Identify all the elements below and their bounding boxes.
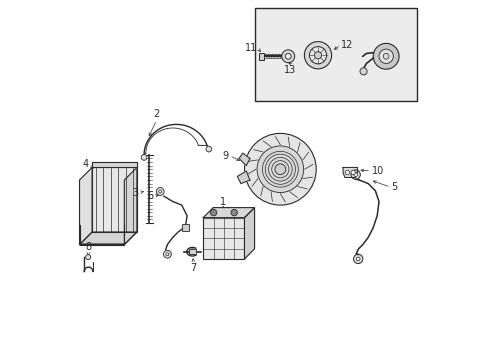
Text: 7: 7 bbox=[190, 263, 196, 273]
Text: 10: 10 bbox=[371, 166, 383, 176]
Circle shape bbox=[163, 250, 171, 258]
Text: 2: 2 bbox=[153, 109, 160, 119]
Circle shape bbox=[353, 254, 362, 264]
Text: 5: 5 bbox=[391, 182, 397, 192]
Text: 9: 9 bbox=[222, 150, 228, 161]
Bar bbox=[203, 218, 244, 259]
Circle shape bbox=[383, 53, 388, 59]
Text: 13: 13 bbox=[284, 64, 296, 75]
Circle shape bbox=[350, 170, 360, 179]
Polygon shape bbox=[237, 171, 249, 184]
Bar bbox=[189, 249, 195, 254]
Polygon shape bbox=[343, 167, 357, 177]
Circle shape bbox=[314, 51, 321, 59]
Polygon shape bbox=[80, 167, 92, 244]
Circle shape bbox=[244, 134, 316, 205]
Polygon shape bbox=[80, 232, 137, 244]
Text: 8: 8 bbox=[85, 242, 91, 252]
Circle shape bbox=[165, 253, 168, 256]
Circle shape bbox=[156, 188, 164, 195]
Circle shape bbox=[159, 190, 162, 193]
Circle shape bbox=[372, 43, 398, 69]
Polygon shape bbox=[124, 167, 137, 244]
Bar bbox=[182, 225, 188, 231]
Bar bbox=[255, 8, 416, 101]
Text: 1: 1 bbox=[220, 197, 225, 207]
Circle shape bbox=[230, 210, 237, 216]
Circle shape bbox=[141, 154, 147, 160]
Polygon shape bbox=[92, 162, 137, 167]
Circle shape bbox=[285, 53, 290, 59]
Text: 6: 6 bbox=[146, 191, 153, 201]
Bar bbox=[259, 53, 264, 59]
Circle shape bbox=[359, 68, 366, 75]
Circle shape bbox=[350, 170, 355, 175]
Circle shape bbox=[205, 146, 211, 152]
Circle shape bbox=[378, 49, 392, 63]
Text: 12: 12 bbox=[341, 40, 353, 50]
Text: 3: 3 bbox=[132, 188, 139, 198]
Circle shape bbox=[274, 164, 285, 175]
Circle shape bbox=[353, 173, 357, 176]
Circle shape bbox=[356, 257, 359, 261]
Circle shape bbox=[210, 210, 216, 216]
Polygon shape bbox=[244, 208, 254, 259]
Text: 11: 11 bbox=[244, 43, 257, 53]
Circle shape bbox=[304, 41, 331, 69]
Circle shape bbox=[281, 50, 294, 63]
Text: 4: 4 bbox=[82, 159, 88, 169]
Polygon shape bbox=[203, 208, 254, 218]
Polygon shape bbox=[239, 153, 249, 166]
Polygon shape bbox=[92, 167, 137, 232]
Circle shape bbox=[85, 255, 90, 260]
Circle shape bbox=[309, 46, 326, 64]
Circle shape bbox=[257, 146, 303, 193]
Circle shape bbox=[345, 170, 349, 175]
